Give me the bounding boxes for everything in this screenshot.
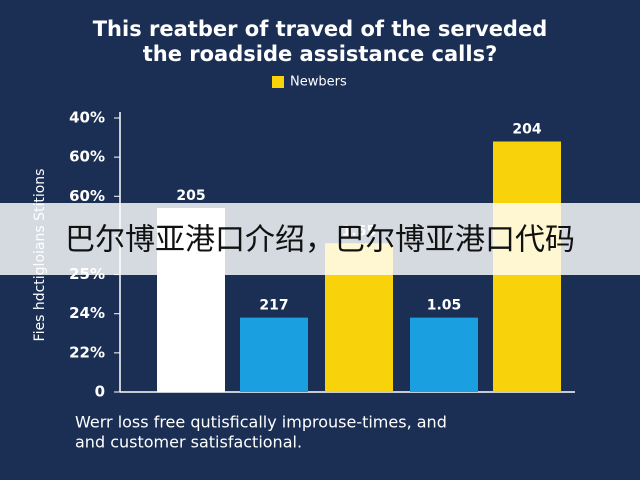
y-tick-label: 22%: [69, 343, 105, 361]
footer-text: and customer satisfactional.: [75, 433, 302, 452]
legend-label: Newbers: [290, 75, 347, 90]
y-tick-label: 60%: [69, 148, 105, 166]
y-tick-label: 24%: [69, 304, 105, 322]
banner-text: 巴尔博亚港口介绍，巴尔博亚港口代码: [65, 223, 575, 258]
chart-title: This reatber of traved of the serveded: [93, 17, 548, 41]
y-tick-label: 0: [95, 383, 105, 401]
y-tick-label: 40%: [69, 109, 105, 127]
data-label: 217: [259, 298, 288, 314]
bar: [410, 317, 478, 392]
data-label: 205: [176, 188, 205, 204]
y-tick-label: 60%: [69, 187, 105, 205]
data-label: 204: [512, 121, 541, 137]
bar: [240, 317, 308, 392]
data-label: 1.05: [427, 298, 462, 314]
footer-text: Werr loss free qutisfically improuse-tim…: [75, 413, 447, 432]
chart-title: the roadside assistance calls?: [143, 42, 498, 66]
banner-overlay: [0, 203, 640, 275]
legend-swatch: [272, 76, 284, 88]
